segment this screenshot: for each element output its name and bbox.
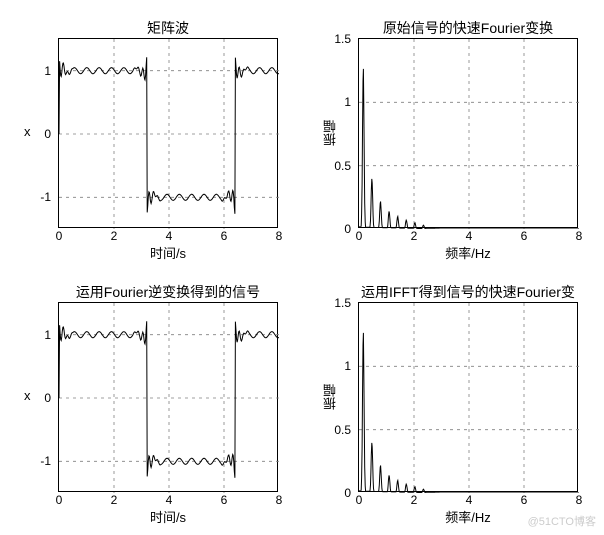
data-line	[359, 333, 579, 493]
chart-axes: 0246800.511.5	[358, 302, 578, 492]
y-tick-label: 0	[344, 222, 351, 236]
x-tick-label: 4	[166, 229, 173, 243]
y-axis-label: x	[24, 125, 31, 138]
y-tick-label: 1.5	[334, 296, 351, 310]
x-tick-label: 0	[356, 493, 363, 507]
y-axis-label: x	[24, 389, 31, 402]
y-tick-label: 0	[344, 486, 351, 500]
data-line	[59, 321, 279, 478]
x-tick-label: 2	[111, 229, 118, 243]
x-tick-label: 6	[521, 493, 528, 507]
chart-title: 原始信号的快速Fourier变换	[358, 18, 578, 38]
x-tick-label: 8	[576, 229, 583, 243]
x-axis-label: 频率/Hz	[358, 507, 578, 526]
x-tick-label: 6	[521, 229, 528, 243]
x-tick-label: 0	[356, 229, 363, 243]
y-axis-label: 振幅	[324, 367, 337, 427]
x-axis-label: 时间/s	[58, 507, 278, 526]
y-tick-label: -1	[40, 454, 51, 468]
x-tick-label: 2	[111, 493, 118, 507]
figure-container: 矩阵波 02468-101 x 时间/s 原始信号的快速Fourier变换 02…	[0, 0, 604, 535]
y-tick-label: 1	[44, 64, 51, 78]
y-tick-label: 0	[44, 127, 51, 141]
x-axis-label: 时间/s	[58, 243, 278, 262]
x-tick-label: 6	[221, 493, 228, 507]
x-tick-label: 4	[466, 493, 473, 507]
x-axis-label: 频率/Hz	[358, 243, 578, 262]
chart-panel-square-wave: 矩阵波 02468-101 x 时间/s	[58, 38, 278, 228]
chart-panel-fft-ifft: 运用IFFT得到信号的快速Fourier变换 0246800.511.5 振幅 …	[358, 302, 578, 492]
chart-axes: 02468-101	[58, 38, 278, 228]
chart-title: 运用Fourier逆变换得到的信号	[58, 282, 278, 302]
y-tick-label: 1	[44, 328, 51, 342]
x-tick-label: 4	[166, 493, 173, 507]
x-tick-label: 4	[466, 229, 473, 243]
y-tick-label: 1	[344, 359, 351, 373]
chart-panel-fft-original: 原始信号的快速Fourier变换 0246800.511.5 振幅 频率/Hz	[358, 38, 578, 228]
chart-svg	[359, 39, 579, 229]
y-tick-label: 1	[344, 95, 351, 109]
y-tick-label: 1.5	[334, 32, 351, 46]
chart-panel-ifft-signal: 运用Fourier逆变换得到的信号 02468-101 x 时间/s	[58, 302, 278, 492]
chart-svg	[59, 303, 279, 493]
chart-axes: 02468-101	[58, 302, 278, 492]
x-tick-label: 6	[221, 229, 228, 243]
x-tick-label: 8	[576, 493, 583, 507]
x-tick-label: 2	[411, 493, 418, 507]
data-line	[359, 69, 579, 229]
chart-svg	[59, 39, 279, 229]
x-tick-label: 0	[56, 493, 63, 507]
x-tick-label: 8	[276, 493, 283, 507]
y-axis-label: 振幅	[324, 103, 337, 163]
x-tick-label: 2	[411, 229, 418, 243]
x-tick-label: 8	[276, 229, 283, 243]
data-line	[59, 57, 279, 214]
x-tick-label: 0	[56, 229, 63, 243]
chart-axes: 0246800.511.5	[358, 38, 578, 228]
chart-svg	[359, 303, 579, 493]
y-tick-label: -1	[40, 190, 51, 204]
y-tick-label: 0	[44, 391, 51, 405]
chart-title: 矩阵波	[58, 18, 278, 38]
